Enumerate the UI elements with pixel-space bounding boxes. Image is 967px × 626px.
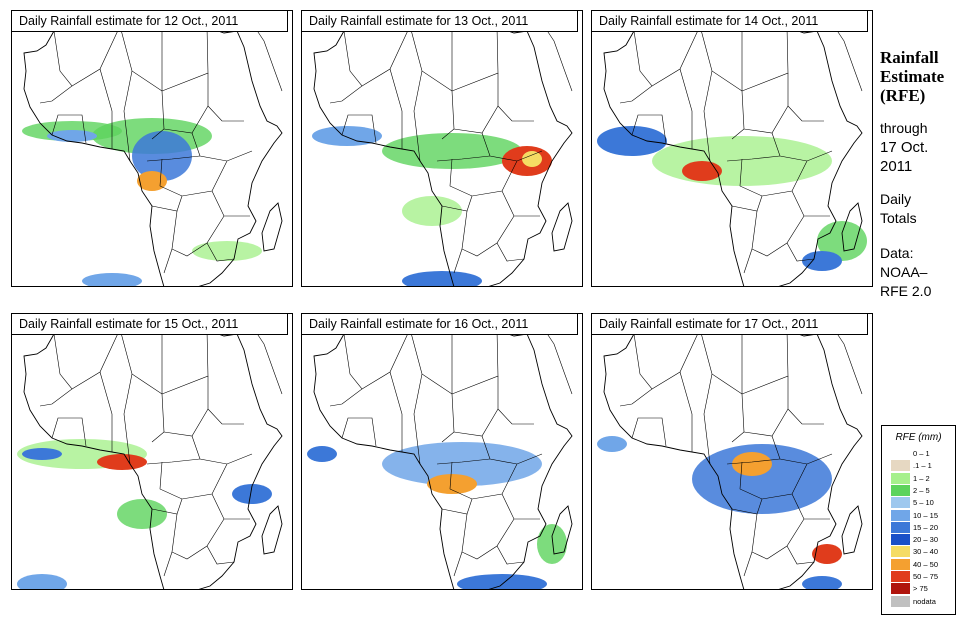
legend-item: nodata	[891, 595, 951, 607]
africa-rainfall-map	[597, 20, 867, 286]
legend-title: RFE (mm)	[895, 432, 942, 443]
panel-title: Daily Rainfall estimate for 15 Oct., 201…	[12, 314, 288, 335]
legend-label: 50 – 75	[913, 572, 939, 581]
panel-title: Daily Rainfall estimate for 13 Oct., 201…	[302, 11, 578, 32]
legend-swatch	[891, 460, 910, 472]
legend-label: 2 – 5	[913, 485, 930, 495]
africa-rainfall-map	[17, 323, 283, 589]
legend-swatch	[891, 595, 910, 607]
legend-label: 10 – 15	[913, 510, 939, 520]
legend-swatch	[891, 448, 910, 459]
legend-item: 5 – 10	[891, 497, 951, 509]
legend-label: nodata	[913, 596, 936, 606]
africa-rainfall-map	[22, 20, 283, 286]
map-panel-4: Daily Rainfall estimate for 15 Oct., 201…	[11, 313, 293, 590]
legend-swatch	[891, 583, 910, 595]
side-info: Rainfall Estimate (RFE) through 17 Oct. …	[880, 48, 965, 301]
legend-item: .1 – 1	[891, 460, 951, 472]
legend-item: 30 – 40	[891, 546, 951, 558]
legend-swatch	[891, 497, 910, 509]
rfe-legend: RFE (mm) 0 – 1 .1 – 1 1 – 2 2 – 5 5 – 10 10 –…	[881, 425, 956, 615]
legend-swatch	[891, 571, 910, 582]
legend-item: 0 – 1	[891, 448, 951, 459]
map-panel-3: Daily Rainfall estimate for 14 Oct., 201…	[591, 10, 873, 287]
legend-item: 2 – 5	[891, 484, 951, 496]
legend-item: > 75	[891, 583, 951, 595]
africa-rainfall-map	[312, 20, 573, 286]
legend-label: .1 – 1	[913, 461, 932, 471]
daily-totals-label: Daily Totals	[880, 191, 917, 226]
map-panel-5: Daily Rainfall estimate for 16 Oct., 201…	[301, 313, 583, 590]
map-panel-6: Daily Rainfall estimate for 17 Oct., 201…	[591, 313, 873, 590]
legend-label: 20 – 30	[913, 535, 939, 545]
legend-label: 5 – 10	[913, 498, 934, 508]
map-panel-2: Daily Rainfall estimate for 13 Oct., 201…	[301, 10, 583, 287]
legend-item: 20 – 30	[891, 534, 951, 546]
legend-label: > 75	[913, 584, 928, 594]
panel-title: Daily Rainfall estimate for 17 Oct., 201…	[592, 314, 868, 335]
legend-swatch	[891, 521, 910, 533]
africa-rainfall-map	[597, 323, 863, 589]
side-title: Rainfall Estimate (RFE)	[880, 48, 945, 105]
panel-title: Daily Rainfall estimate for 12 Oct., 201…	[12, 11, 288, 32]
panel-title: Daily Rainfall estimate for 14 Oct., 201…	[592, 11, 868, 32]
legend-item: 50 – 75	[891, 571, 951, 582]
legend-label: 1 – 2	[913, 473, 930, 483]
through-date: 17 Oct. 2011	[880, 139, 929, 175]
legend-swatch	[891, 484, 910, 496]
legend-swatch	[891, 534, 910, 546]
legend-item: 15 – 20	[891, 521, 951, 533]
legend-label: 0 – 1	[913, 449, 930, 458]
through-label: through	[880, 120, 928, 136]
legend-item: 40 – 50	[891, 558, 951, 570]
legend-swatch	[891, 472, 910, 484]
legend-swatch	[891, 546, 910, 558]
panel-title: Daily Rainfall estimate for 16 Oct., 201…	[302, 314, 578, 335]
map-panel-1: Daily Rainfall estimate for 12 Oct., 201…	[11, 10, 293, 287]
legend-label: 40 – 50	[913, 559, 939, 569]
data-source-label: Data: NOAA– RFE 2.0	[880, 245, 932, 299]
legend-label: 15 – 20	[913, 522, 939, 532]
legend-label: 30 – 40	[913, 547, 939, 557]
legend-item: 1 – 2	[891, 472, 951, 484]
legend-swatch	[891, 558, 910, 570]
legend-swatch	[891, 509, 910, 521]
africa-rainfall-map	[307, 323, 573, 589]
legend-item: 10 – 15	[891, 509, 951, 521]
